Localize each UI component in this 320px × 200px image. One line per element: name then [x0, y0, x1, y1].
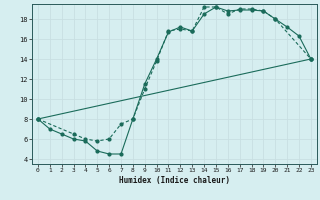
X-axis label: Humidex (Indice chaleur): Humidex (Indice chaleur) — [119, 176, 230, 185]
